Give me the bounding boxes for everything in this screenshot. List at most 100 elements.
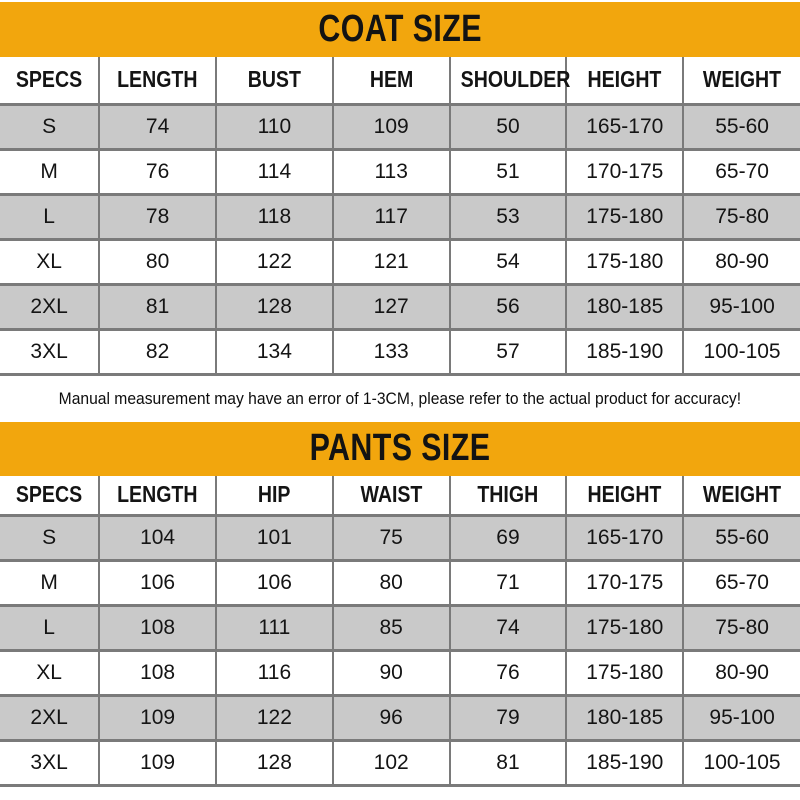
table-cell: 106 [214, 560, 333, 607]
coat-size-table: SPECS LENGTH BUST HEM SHOULDER HEIGHT WEIGHT S 7… [0, 57, 800, 376]
table-cell: 185-190 [565, 740, 684, 787]
table-cell: 180-185 [565, 284, 684, 331]
table-row-m: M 76 114 113 51 170-175 65-70 [0, 149, 800, 196]
table-cell: 102 [331, 740, 450, 787]
table-cell: 76 [98, 149, 216, 196]
table-cell: 80 [331, 560, 450, 607]
column-header-label: HEIGHT [587, 66, 662, 93]
table-cell: 109 [98, 695, 216, 742]
table-row-l: L 108 111 85 74 175-180 75-80 [0, 605, 800, 652]
table-cell: 175-180 [565, 239, 684, 286]
table-row-s: S 74 110 109 50 165-170 55-60 [0, 104, 800, 151]
table-cell: 108 [98, 650, 216, 697]
column-header-shoulder: SHOULDER [448, 57, 570, 106]
table-cell: 78 [98, 194, 216, 241]
table-cell: 113 [331, 149, 450, 196]
pants-size-table: SPECS LENGTH HIP WAIST THIGH HEIGHT WEIGHT S 104… [0, 475, 800, 787]
table-cell: 116 [214, 650, 333, 697]
pants-size-banner: PANTS SIZE [0, 421, 800, 476]
column-header-hem: HEM [331, 57, 450, 106]
column-header-label: LENGTH [117, 481, 198, 508]
column-header-label: THIGH [477, 481, 539, 508]
column-header-label: WEIGHT [702, 481, 782, 508]
table-cell: 65-70 [682, 560, 800, 607]
table-cell: 75-80 [682, 605, 800, 652]
table-cell: 51 [448, 149, 567, 196]
table-cell: 118 [214, 194, 333, 241]
column-header-label: HEM [369, 66, 413, 93]
measurement-note-text: Manual measurement may have an error of … [58, 388, 742, 408]
size-label: 3XL [0, 329, 100, 376]
table-cell: 110 [214, 104, 333, 151]
coat-size-section: COAT SIZE SPECS LENGTH BUST HEM SHOULDER HEIG… [0, 2, 800, 376]
table-cell: 109 [331, 104, 450, 151]
table-cell: 55-60 [682, 104, 800, 151]
table-cell: 165-170 [565, 104, 684, 151]
table-cell: 95-100 [682, 695, 800, 742]
table-cell: 122 [214, 695, 333, 742]
table-cell: 104 [98, 515, 216, 562]
table-cell: 85 [331, 605, 450, 652]
column-header-label: HEIGHT [587, 481, 662, 508]
column-header-waist: WAIST [331, 475, 450, 517]
size-label: S [0, 104, 100, 151]
table-cell: 79 [448, 695, 567, 742]
table-cell: 81 [448, 740, 567, 787]
size-label: 2XL [0, 695, 100, 742]
column-header-label: SPECS [15, 481, 83, 508]
table-cell: 165-170 [565, 515, 684, 562]
table-cell: 80-90 [682, 239, 800, 286]
table-cell: 57 [448, 329, 567, 376]
column-header-specs: SPECS [0, 57, 100, 106]
table-cell: 96 [331, 695, 450, 742]
table-cell: 108 [98, 605, 216, 652]
table-cell: 185-190 [565, 329, 684, 376]
table-cell: 54 [448, 239, 567, 286]
table-cell: 82 [98, 329, 216, 376]
column-header-specs: SPECS [0, 475, 100, 517]
table-cell: 134 [214, 329, 333, 376]
table-cell: 180-185 [565, 695, 684, 742]
table-cell: 106 [98, 560, 216, 607]
column-header-label: BUST [247, 66, 301, 93]
table-cell: 175-180 [565, 605, 684, 652]
table-row-xl: XL 80 122 121 54 175-180 80-90 [0, 239, 800, 286]
column-header-height: HEIGHT [565, 475, 684, 517]
table-cell: 65-70 [682, 149, 800, 196]
table-cell: 80 [98, 239, 216, 286]
column-header-label: SHOULDER [460, 66, 570, 93]
table-cell: 109 [98, 740, 216, 787]
table-cell: 128 [214, 284, 333, 331]
column-header-label: WAIST [360, 481, 423, 508]
table-cell: 128 [214, 740, 333, 787]
column-header-weight: WEIGHT [682, 475, 800, 517]
table-cell: 75-80 [682, 194, 800, 241]
size-label: M [0, 560, 100, 607]
table-cell: 74 [448, 605, 567, 652]
table-row-2xl: 2XL 109 122 96 79 180-185 95-100 [0, 695, 800, 742]
table-row-l: L 78 118 117 53 175-180 75-80 [0, 194, 800, 241]
table-row-m: M 106 106 80 71 170-175 65-70 [0, 560, 800, 607]
size-label: S [0, 515, 100, 562]
header-row: SPECS LENGTH HIP WAIST THIGH HEIGHT WEIGHT [0, 475, 800, 517]
table-cell: 127 [331, 284, 450, 331]
size-label: XL [0, 650, 100, 697]
table-cell: 175-180 [565, 194, 684, 241]
column-header-label: SPECS [15, 66, 83, 93]
table-cell: 56 [448, 284, 567, 331]
table-cell: 80-90 [682, 650, 800, 697]
size-label: XL [0, 239, 100, 286]
table-row-2xl: 2XL 81 128 127 56 180-185 95-100 [0, 284, 800, 331]
table-cell: 76 [448, 650, 567, 697]
table-row-3xl: 3XL 109 128 102 81 185-190 100-105 [0, 740, 800, 787]
column-header-length: LENGTH [98, 57, 216, 106]
header-row: SPECS LENGTH BUST HEM SHOULDER HEIGHT WEIGHT [0, 57, 800, 106]
size-label: L [0, 194, 100, 241]
table-cell: 111 [214, 605, 333, 652]
column-header-height: HEIGHT [565, 57, 684, 106]
measurement-note: Manual measurement may have an error of … [0, 375, 800, 422]
size-label: L [0, 605, 100, 652]
column-header-weight: WEIGHT [682, 57, 800, 106]
table-cell: 122 [214, 239, 333, 286]
